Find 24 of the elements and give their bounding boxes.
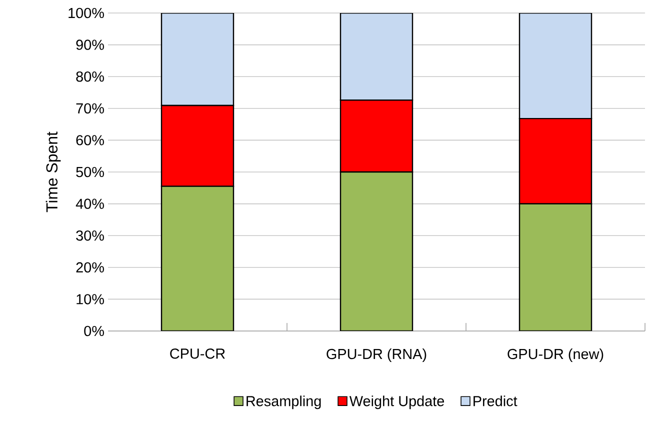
y-tick-label: 30%	[76, 230, 104, 241]
y-tick-label: 60%	[76, 135, 104, 146]
bar	[340, 171, 414, 331]
bar	[160, 186, 234, 331]
bar	[160, 12, 234, 106]
y-tick-label: 90%	[76, 40, 104, 50]
y-tick-label: 50%	[76, 166, 104, 178]
legend-label: Resampling	[246, 396, 321, 410]
y-axis-title: Time Spent	[46, 132, 61, 212]
bar	[518, 203, 592, 331]
y-tick-label: 100%	[68, 8, 104, 18]
bar	[340, 12, 414, 101]
bar	[518, 12, 592, 120]
y-tick-label: 10%	[76, 294, 104, 304]
x-tick-label: GPU-DR (new)	[508, 348, 604, 362]
y-tick-label: 70%	[76, 103, 104, 114]
legend-label: Predict	[474, 396, 518, 406]
x-tick-label: CPU-CR	[170, 348, 225, 359]
y-tick-label: 80%	[76, 71, 104, 82]
y-tick-label: 40%	[76, 198, 104, 209]
x-tick-label: GPU-DR (RNA)	[326, 348, 426, 362]
y-tick-label: 20%	[76, 262, 104, 273]
legend-label: Weight Update	[349, 396, 444, 410]
y-tick-label: 0%	[84, 326, 104, 336]
